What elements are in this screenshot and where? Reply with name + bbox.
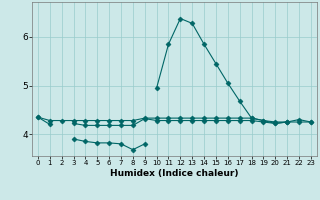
X-axis label: Humidex (Indice chaleur): Humidex (Indice chaleur) — [110, 169, 239, 178]
